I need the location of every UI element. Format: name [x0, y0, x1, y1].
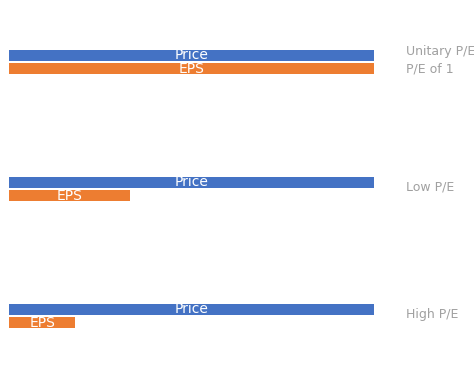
Text: Price: Price [174, 48, 209, 62]
Bar [9, 177, 374, 188]
Text: EPS: EPS [29, 316, 55, 330]
Text: Price: Price [174, 302, 209, 316]
Bar [9, 63, 374, 74]
Bar [9, 190, 129, 201]
Bar [9, 304, 374, 315]
Text: Low P/E: Low P/E [406, 181, 455, 194]
Text: EPS: EPS [179, 62, 204, 76]
Text: EPS: EPS [56, 189, 82, 203]
Bar [9, 50, 374, 61]
Text: Price: Price [174, 175, 209, 189]
Bar [9, 317, 75, 328]
Text: High P/E: High P/E [406, 308, 459, 321]
Text: Unitary P/E
P/E of 1: Unitary P/E P/E of 1 [406, 45, 474, 76]
